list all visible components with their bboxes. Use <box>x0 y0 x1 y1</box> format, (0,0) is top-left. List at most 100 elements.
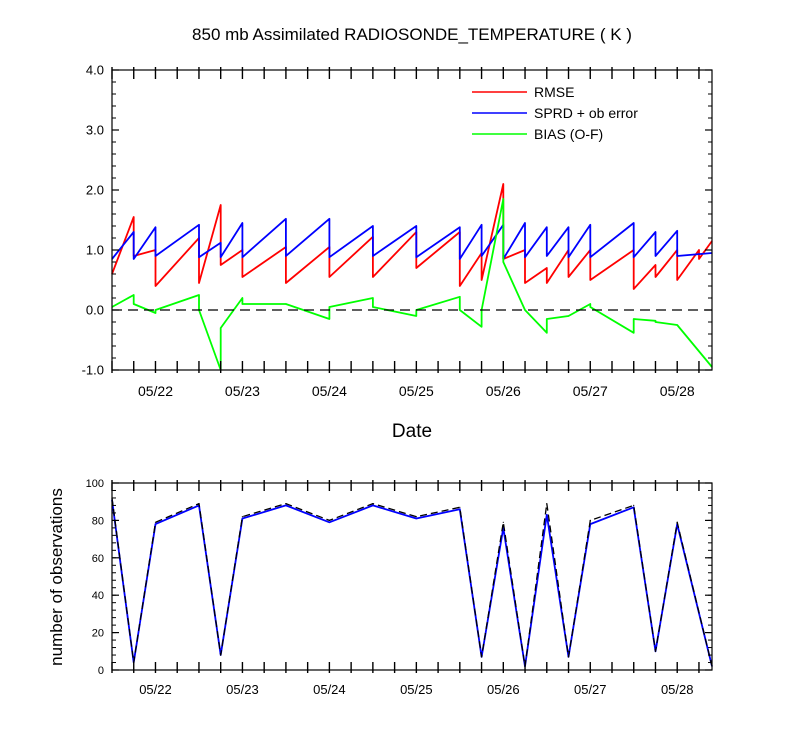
top-series-0-point-18 <box>415 267 417 269</box>
top-series-1-point-19 <box>459 226 461 228</box>
top-series-1-point-34 <box>633 256 635 258</box>
top-series-2-point-15 <box>372 297 374 299</box>
top-panel: 850 mb Assimilated RADIOSONDE_TEMPERATUR… <box>82 25 713 442</box>
bottom-series-1-point-6 <box>285 503 287 505</box>
top-series-0-point-1 <box>133 216 135 218</box>
top-ytick-label: 1.0 <box>86 243 104 258</box>
top-series-2-point-21 <box>481 326 483 328</box>
bottom-series-0-point-7 <box>328 521 330 523</box>
top-series-1-point-26 <box>524 256 526 258</box>
top-series-0-point-27 <box>546 267 548 269</box>
top-series-1-point-5 <box>198 224 200 226</box>
top-series-2-point-1 <box>133 294 135 296</box>
top-x-axis-label: Date <box>392 421 432 442</box>
top-series-2-point-28 <box>546 318 548 320</box>
legend-label-sprd: SPRD + ob error <box>534 105 638 121</box>
top-series-1-point-37 <box>676 230 678 232</box>
top-series-1-point-35 <box>654 231 657 233</box>
top-series-1-point-3 <box>154 226 157 228</box>
top-series-0-point-23 <box>502 183 504 185</box>
top-series-1-point-22 <box>481 255 483 257</box>
top-series-0-point-30 <box>567 276 570 278</box>
top-series-1-point-12 <box>285 255 287 257</box>
top-series-2-point-12 <box>285 303 287 305</box>
bottom-axes: 0 20 40 60 80 100 05/22 05/23 05/24 05/25 05/26 05/… <box>86 478 712 697</box>
top-series-0-point-20 <box>459 285 461 287</box>
top-series-0-point-26 <box>524 282 526 284</box>
top-series-1-point-17 <box>415 225 417 227</box>
top-series-2-point-24 <box>502 261 504 263</box>
top-series-1-point-8 <box>220 256 222 258</box>
bottom-series-0-point-10 <box>459 508 461 510</box>
top-series-1-point-20 <box>459 258 461 260</box>
top-xtick-label: 05/26 <box>486 383 521 399</box>
top-series-2-point-17 <box>415 315 417 317</box>
top-series-2-point-14 <box>328 306 330 308</box>
bottom-series-1-point-5 <box>241 516 243 518</box>
bottom-series-1-point-12 <box>502 521 504 523</box>
top-xtick-label: 05/27 <box>573 383 608 399</box>
top-series-1-point-1 <box>133 231 135 233</box>
bottom-xtick-label: 05/28 <box>661 682 694 697</box>
top-series-0-point-12 <box>285 282 287 284</box>
bottom-series-1-point-9 <box>415 516 417 518</box>
top-series-2-point-23 <box>502 198 504 200</box>
bottom-xtick-label: 05/26 <box>487 682 520 697</box>
top-series-1-point-28 <box>546 255 548 257</box>
top-series-0-point-14 <box>328 276 330 278</box>
top-series-2-point-16 <box>372 306 374 308</box>
top-series-0-point-7 <box>220 204 222 206</box>
bottom-xtick-label: 05/23 <box>226 682 259 697</box>
top-series-1-point-15 <box>372 225 374 227</box>
top-series-0-point-10 <box>241 276 243 278</box>
top-ytick-label: 2.0 <box>86 183 104 198</box>
top-series-2-point-27 <box>546 332 548 334</box>
bottom-series-1-point-8 <box>372 503 374 505</box>
bottom-series-0-point-5 <box>241 517 243 520</box>
bottom-ytick-label: 100 <box>86 478 104 490</box>
bottom-series-1-point-11 <box>481 656 483 658</box>
top-series-1-point-2 <box>133 258 135 260</box>
legend-label-bias: BIAS (O-F) <box>534 126 603 142</box>
bottom-series-group <box>111 497 713 668</box>
bottom-series-1-point-15 <box>567 656 570 658</box>
top-series-1-point-31 <box>589 224 591 226</box>
top-xtick-label: 05/22 <box>138 383 173 399</box>
top-series-2-point-31 <box>589 303 591 305</box>
top-series-1-point-38 <box>676 255 678 257</box>
top-series-2-point-32 <box>589 306 591 308</box>
top-series-1-point-25 <box>524 222 526 224</box>
bottom-ytick-label: 20 <box>92 628 104 640</box>
top-series-1-point-30 <box>567 256 570 258</box>
top-series-0-point-40 <box>698 258 700 260</box>
top-plot-frame <box>111 69 713 371</box>
top-ytick-label: 0.0 <box>86 303 104 318</box>
bottom-ytick-label: 80 <box>92 515 104 527</box>
top-series-1-point-27 <box>546 226 548 228</box>
top-series-1-point-11 <box>285 218 287 220</box>
top-series-1-point-16 <box>372 255 374 257</box>
bottom-y-axis-label: number of observations <box>47 488 66 666</box>
top-series-0-point-38 <box>676 279 678 281</box>
top-series-1-point-9 <box>241 222 243 224</box>
top-series-2-point-34 <box>633 318 635 320</box>
top-series-2-point-33 <box>633 332 635 334</box>
bottom-series-1-point-7 <box>328 519 330 522</box>
top-ytick-label: 3.0 <box>86 123 104 138</box>
legend: RMSE SPRD + ob error BIAS (O-F) <box>472 84 638 142</box>
top-series-2-point-3 <box>154 312 157 314</box>
top-series-2-point-4 <box>154 309 157 311</box>
top-series-1-point-36 <box>654 255 657 257</box>
top-series-2-point-20 <box>459 309 461 311</box>
top-series-0-point-36 <box>654 276 657 278</box>
top-series-0-point-8 <box>220 264 222 266</box>
top-series-1-point-7 <box>220 242 222 244</box>
top-series-0-point-22 <box>481 279 483 281</box>
top-series-2-point-30 <box>567 315 570 317</box>
bottom-series-0-point-6 <box>285 504 287 506</box>
top-xtick-label: 05/23 <box>225 383 260 399</box>
top-series-2-point-5 <box>198 294 200 296</box>
top-series-1-point-33 <box>633 222 635 224</box>
top-series-0-point-4 <box>154 285 157 287</box>
